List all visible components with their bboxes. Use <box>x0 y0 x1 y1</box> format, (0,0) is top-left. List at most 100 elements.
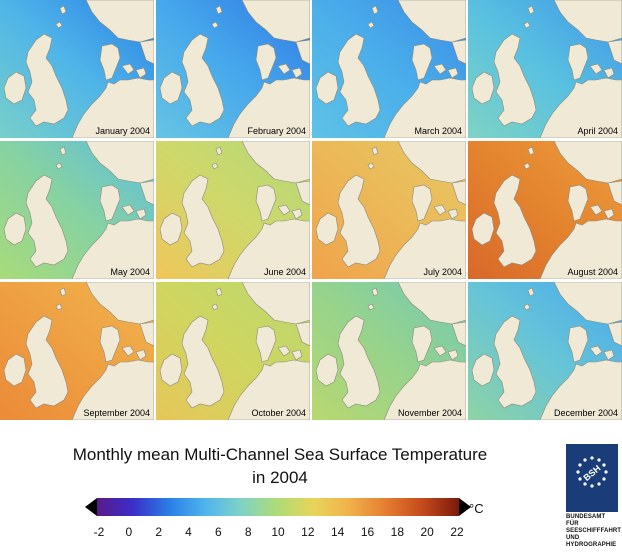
map-panel: April 2004 <box>468 0 622 138</box>
land-norway <box>85 282 154 325</box>
panel-month-label: March 2004 <box>414 126 462 136</box>
map-panel: July 2004 <box>312 141 466 279</box>
land-jutland <box>567 43 589 81</box>
land-jutland <box>99 325 121 363</box>
scale-tick-label: 20 <box>420 525 434 539</box>
land-continent <box>71 218 154 279</box>
scale-right-arrow <box>459 498 471 516</box>
land-islands <box>589 63 615 79</box>
scale-tick-label: 0 <box>125 525 133 539</box>
land-norway <box>241 282 310 325</box>
land-islands <box>589 345 615 361</box>
sea-temperature-map <box>0 0 154 138</box>
land-britain <box>337 174 381 268</box>
panel-month-label: November 2004 <box>397 408 462 418</box>
scale-tick-label: 2 <box>155 525 162 539</box>
bsh-logo: BSH BUNDESAMT FÜR SEESCHIFFFAHRT UND HYD… <box>566 444 622 549</box>
sea-temperature-map <box>156 141 310 279</box>
map-panel: June 2004 <box>156 141 310 279</box>
land-sweden <box>607 180 622 206</box>
land-continent <box>383 218 466 279</box>
land-shetland <box>523 5 535 29</box>
sea-temperature-map <box>312 282 466 420</box>
panel-month-label: August 2004 <box>567 267 618 277</box>
panel-month-label: May 2004 <box>110 267 150 277</box>
land-sweden <box>295 180 310 206</box>
land-islands <box>589 204 615 220</box>
land-norway <box>241 141 310 184</box>
land-ireland <box>315 71 339 105</box>
map-panel: December 2004 <box>468 282 622 420</box>
land-jutland <box>411 184 433 222</box>
land-shetland <box>211 287 223 311</box>
map-panel: March 2004 <box>312 0 466 138</box>
map-panel: November 2004 <box>312 282 466 420</box>
land-continent <box>539 359 622 420</box>
sea-temperature-map <box>468 0 622 138</box>
land-shetland <box>211 146 223 170</box>
land-shetland <box>211 5 223 29</box>
land-ireland <box>159 212 183 246</box>
land-britain <box>25 33 69 127</box>
land-britain <box>25 315 69 409</box>
bsh-name: BUNDESAMT FÜR SEESCHIFFFAHRT UND HYDROGR… <box>566 514 622 549</box>
land-ireland <box>315 353 339 387</box>
land-sweden <box>139 321 154 347</box>
title-line-2: in 2004 <box>252 468 308 487</box>
sea-temperature-map <box>156 0 310 138</box>
land-britain <box>493 174 537 268</box>
land-continent <box>227 218 310 279</box>
land-continent <box>539 77 622 138</box>
land-britain <box>181 315 225 409</box>
panel-month-label: July 2004 <box>423 267 462 277</box>
scale-tick-label: 18 <box>390 525 405 539</box>
land-shetland <box>55 287 67 311</box>
unit-label: °C <box>469 501 484 516</box>
title-line-1: Monthly mean Multi-Channel Sea Surface T… <box>72 445 488 464</box>
land-norway <box>241 0 310 43</box>
land-norway <box>397 0 466 43</box>
land-shetland <box>55 5 67 29</box>
land-sweden <box>139 180 154 206</box>
land-jutland <box>99 184 121 222</box>
land-ireland <box>159 71 183 105</box>
land-continent <box>383 77 466 138</box>
map-panel: September 2004 <box>0 282 154 420</box>
sea-temperature-map <box>312 141 466 279</box>
land-sweden <box>451 39 466 65</box>
bsh-name-line-3: UND <box>566 535 580 541</box>
panel-month-label: January 2004 <box>95 126 150 136</box>
land-jutland <box>567 325 589 363</box>
land-sweden <box>451 321 466 347</box>
land-islands <box>121 204 147 220</box>
sea-temperature-map <box>468 141 622 279</box>
land-britain <box>181 174 225 268</box>
land-islands <box>277 63 303 79</box>
scale-tick-label: 22 <box>450 525 464 539</box>
land-jutland <box>255 325 277 363</box>
scale-tick-label: 16 <box>360 525 375 539</box>
land-continent <box>539 218 622 279</box>
sea-temperature-map <box>0 282 154 420</box>
color-scale-bar <box>85 498 471 516</box>
land-britain <box>181 33 225 127</box>
map-panel: October 2004 <box>156 282 310 420</box>
bsh-mark-text: BSH <box>582 463 603 483</box>
land-ireland <box>3 353 27 387</box>
bsh-name-line-2: SEESCHIFFFAHRT <box>566 528 622 534</box>
scale-tick-label: 6 <box>214 525 222 539</box>
land-islands <box>433 345 459 361</box>
sea-temperature-map <box>0 141 154 279</box>
temperature-color-legend: °C -2 0 2 4 6 8 10 12 14 16 18 20 22 <box>85 496 495 546</box>
map-panel: August 2004 <box>468 141 622 279</box>
land-continent <box>71 77 154 138</box>
land-islands <box>121 63 147 79</box>
panel-month-label: February 2004 <box>247 126 306 136</box>
scale-tick-label: 14 <box>330 525 345 539</box>
land-jutland <box>411 43 433 81</box>
map-panel: February 2004 <box>156 0 310 138</box>
land-norway <box>397 141 466 184</box>
bsh-name-line-4: HYDROGRAPHIE <box>566 542 617 548</box>
land-continent <box>71 359 154 420</box>
land-shetland <box>367 5 379 29</box>
